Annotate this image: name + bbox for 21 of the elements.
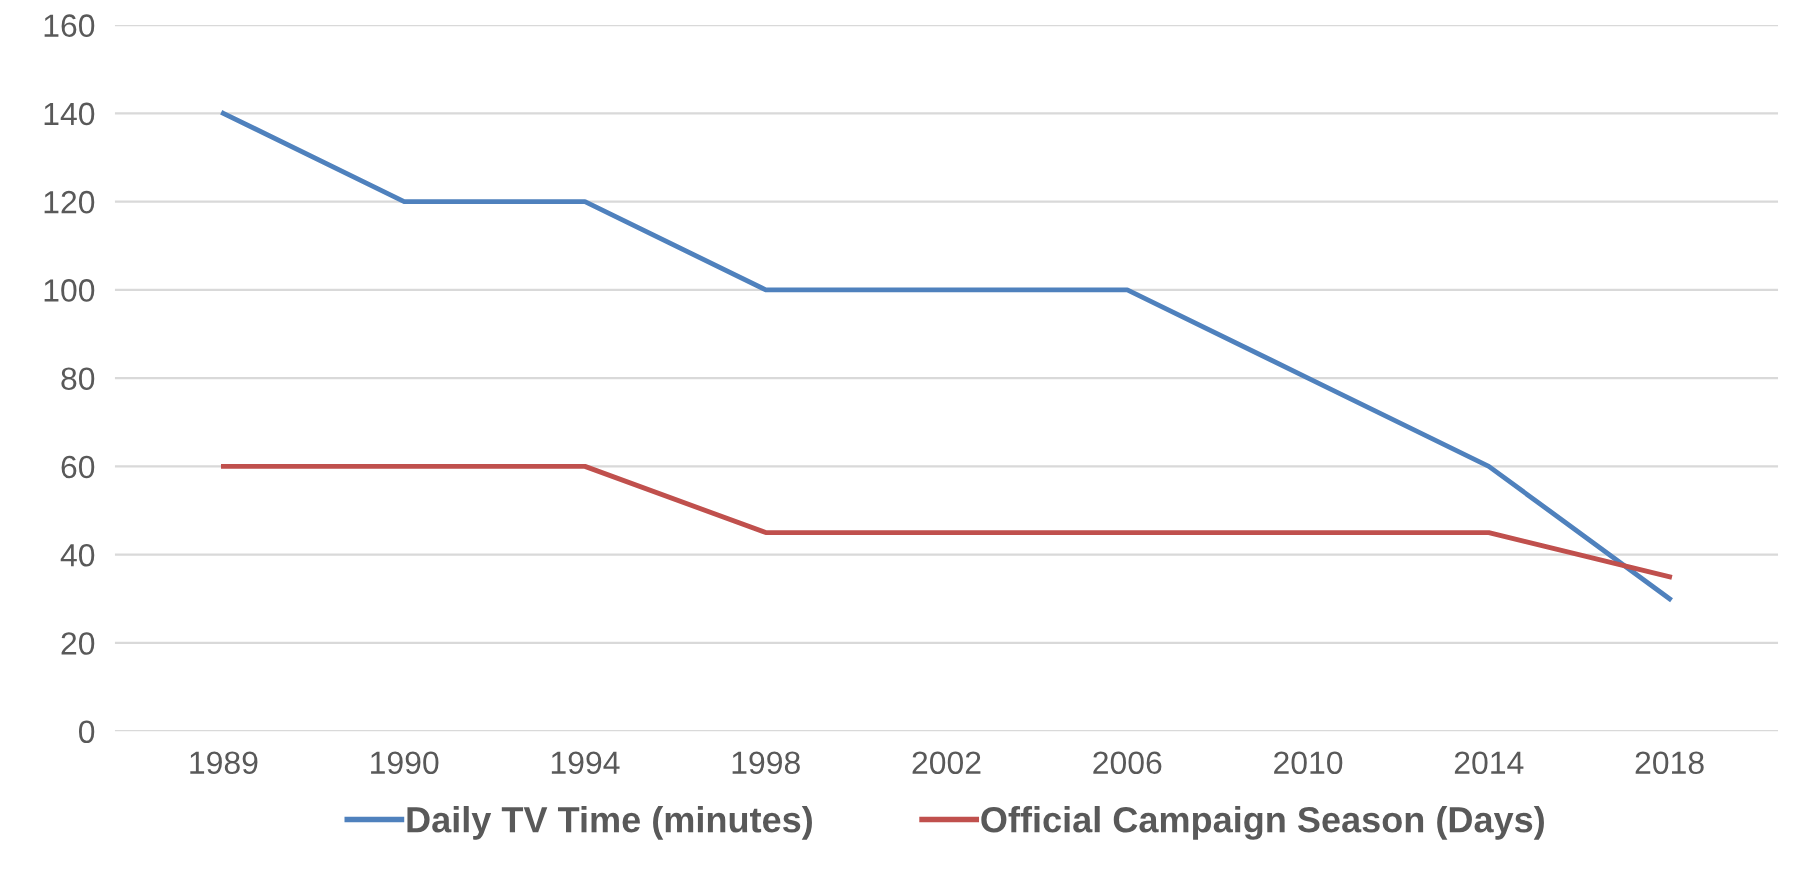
y-tick-label: 60	[61, 455, 95, 479]
x-tick-label: 1998	[732, 751, 800, 775]
legend-label: Official Campaign Season (Days)	[981, 806, 1544, 840]
y-tick-label: 80	[61, 367, 95, 390]
line-series	[220, 110, 1673, 602]
x-tick-label: 1990	[371, 751, 439, 775]
x-tick-label: 2006	[1093, 751, 1162, 775]
y-tick-label: 100	[44, 279, 95, 302]
x-tick-label: 1994	[551, 751, 620, 775]
x-tick-label: 2002	[912, 751, 981, 775]
x-tick-label: 2018	[1635, 751, 1704, 775]
legend-label: Daily TV Time (minutes)	[407, 806, 812, 840]
x-tick-label: 2014	[1454, 751, 1524, 775]
y-tick-label: 160	[44, 14, 95, 37]
y-tick-label: 140	[44, 102, 95, 126]
x-tick-label: 1989	[190, 751, 258, 775]
y-tick-label: 0	[78, 720, 95, 744]
y-tick-label: 20	[61, 632, 95, 655]
x-tick-label: 2010	[1274, 751, 1343, 775]
y-tick-label: 40	[60, 543, 95, 567]
y-tick-label: 120	[44, 190, 95, 214]
